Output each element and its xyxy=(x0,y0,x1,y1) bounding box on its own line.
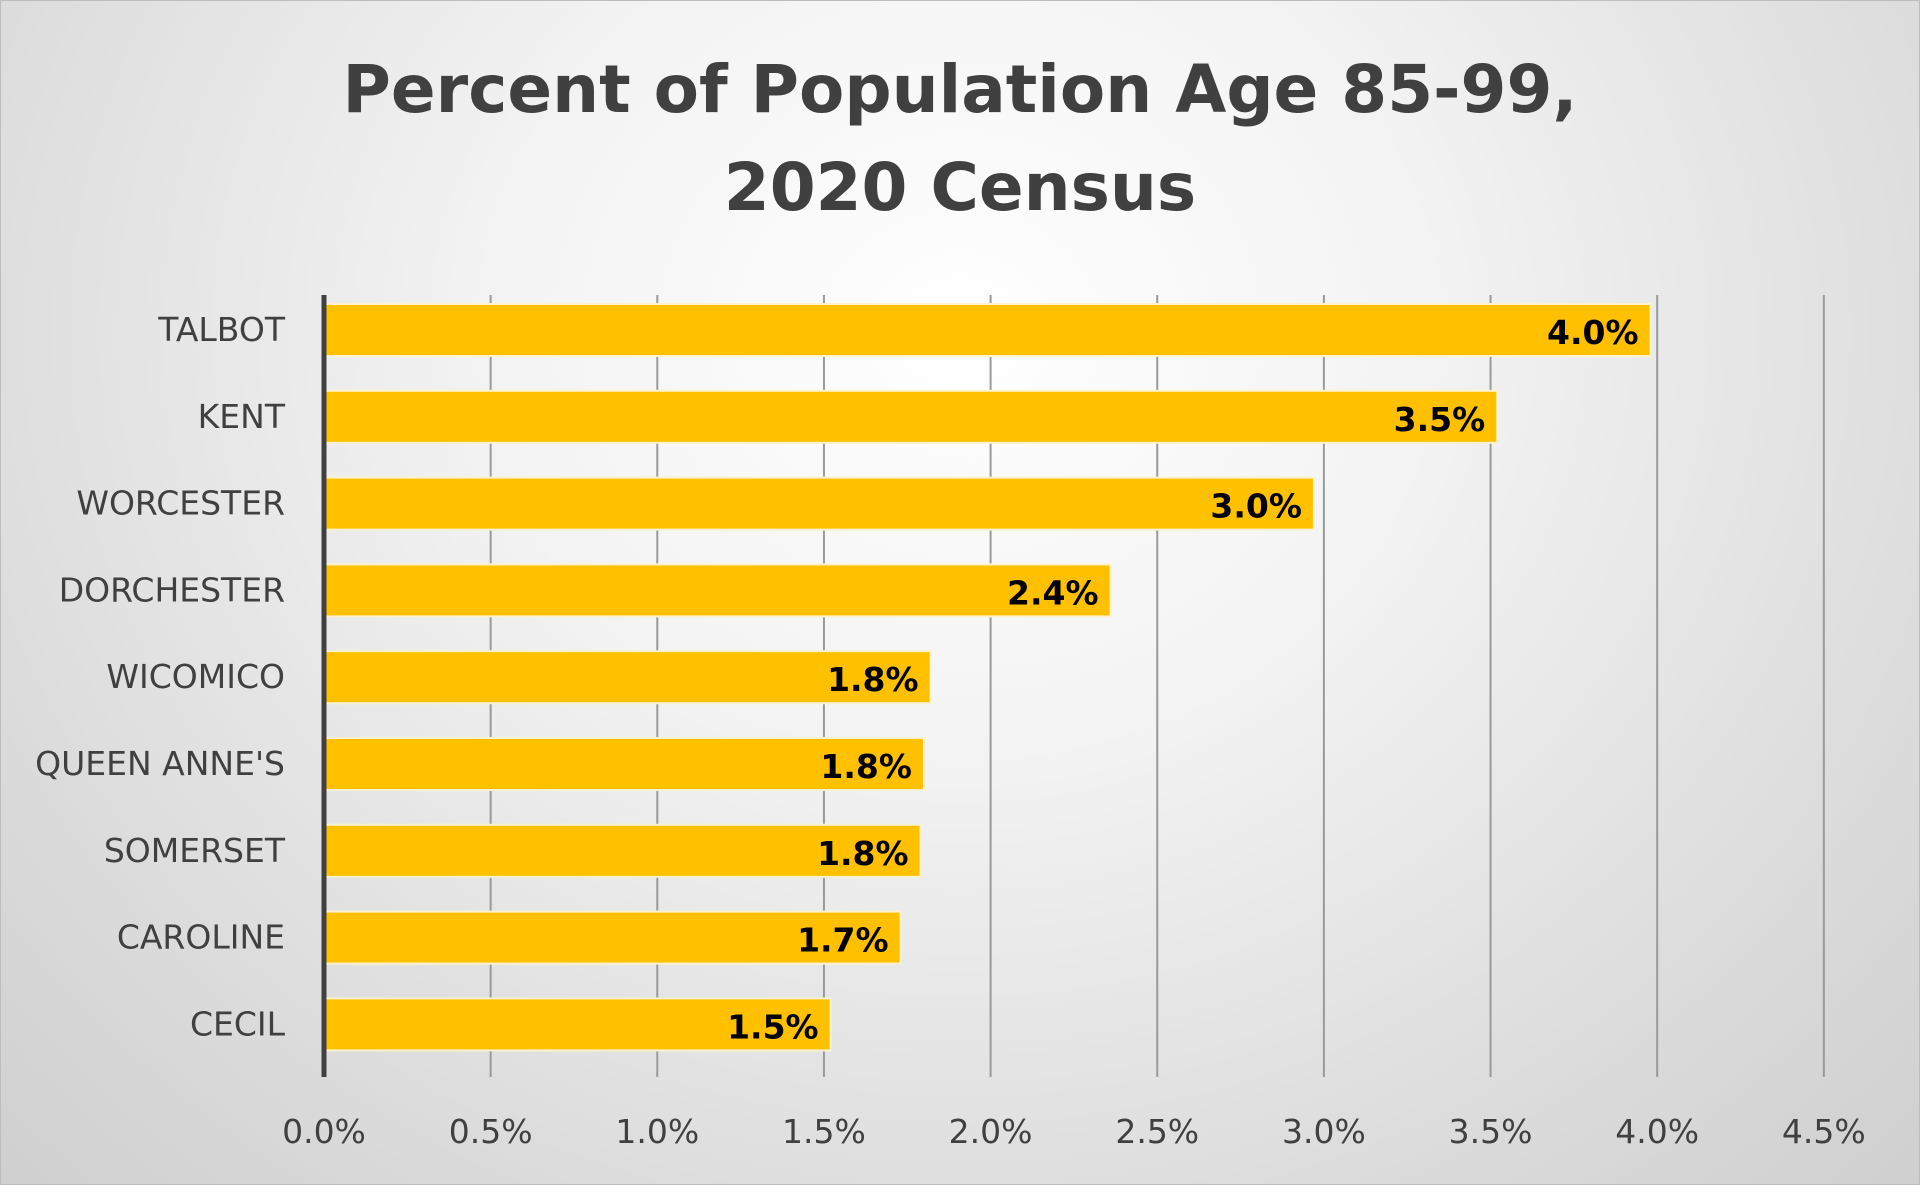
bar-3 xyxy=(323,563,1112,618)
data-label-4: 1.8% xyxy=(827,660,919,699)
data-label-1: 3.5% xyxy=(1394,400,1486,439)
category-label-8: CECIL xyxy=(190,1004,286,1043)
x-tick-label-3: 1.5% xyxy=(782,1112,866,1151)
bar-2 xyxy=(323,476,1315,531)
x-tick-label-4: 2.0% xyxy=(949,1112,1033,1151)
data-label-8: 1.5% xyxy=(727,1007,819,1046)
x-tick-label-6: 3.0% xyxy=(1282,1112,1366,1151)
x-tick-label-7: 3.5% xyxy=(1449,1112,1533,1151)
category-label-1: KENT xyxy=(198,397,286,436)
bar-8 xyxy=(323,997,832,1052)
category-label-2: WORCESTER xyxy=(76,484,285,523)
category-label-4: WICOMICO xyxy=(106,657,285,696)
data-label-5: 1.8% xyxy=(820,747,912,786)
x-tick-label-8: 4.0% xyxy=(1615,1112,1699,1151)
x-tick-label-0: 0.0% xyxy=(282,1112,366,1151)
category-label-7: CAROLINE xyxy=(117,918,285,957)
bar-0 xyxy=(323,303,1652,357)
category-label-3: DORCHESTER xyxy=(59,570,285,609)
x-tick-label-5: 2.5% xyxy=(1115,1112,1199,1151)
bar-6 xyxy=(323,823,922,878)
category-label-0: TALBOT xyxy=(157,310,286,349)
data-label-0: 4.0% xyxy=(1547,313,1639,352)
bar-7 xyxy=(323,910,902,965)
bar-1 xyxy=(323,389,1499,444)
category-label-5: QUEEN ANNE'S xyxy=(35,744,285,783)
x-tick-label-2: 1.0% xyxy=(615,1112,699,1151)
chart-title-line-1: Percent of Population Age 85-99, xyxy=(342,51,1578,128)
x-tick-label-9: 4.5% xyxy=(1782,1112,1866,1151)
data-label-6: 1.8% xyxy=(817,834,909,873)
chart-title-line-2: 2020 Census xyxy=(723,149,1197,226)
x-tick-label-1: 0.5% xyxy=(449,1112,533,1151)
bar-5 xyxy=(323,737,925,791)
data-label-2: 3.0% xyxy=(1210,487,1302,526)
data-label-3: 2.4% xyxy=(1007,573,1099,612)
chart-title: Percent of Population Age 85-99, 2020 Ce… xyxy=(1,41,1919,237)
data-label-7: 1.7% xyxy=(797,921,889,960)
category-label-6: SOMERSET xyxy=(104,831,286,870)
